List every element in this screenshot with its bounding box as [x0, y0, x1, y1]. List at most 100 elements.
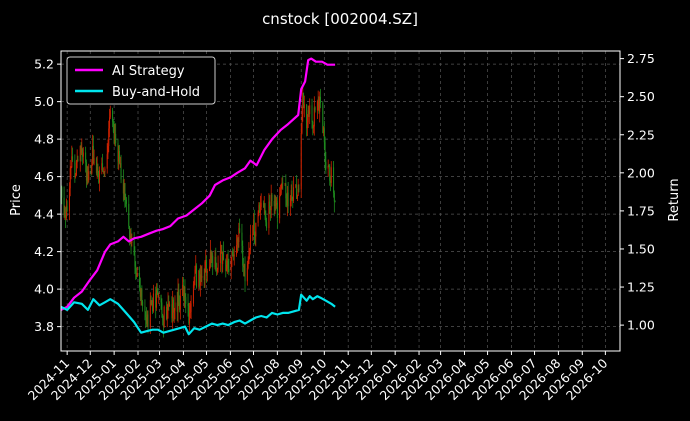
candle-body — [287, 192, 289, 207]
candle-body — [317, 98, 319, 101]
candle-body — [221, 251, 223, 264]
candle-body — [204, 261, 206, 280]
candle-body — [75, 162, 77, 176]
candle-body — [242, 245, 244, 266]
candle-body — [244, 264, 246, 282]
candle-body — [102, 163, 104, 172]
candle-body — [93, 158, 95, 164]
y-left-tick-label: 4.8 — [34, 132, 54, 147]
candle-body — [142, 301, 144, 307]
candle-body — [302, 92, 304, 115]
candle-body — [177, 289, 179, 312]
candle-body — [210, 250, 212, 261]
candle-body — [270, 194, 272, 211]
candle-body — [140, 288, 142, 297]
candle-body — [228, 268, 230, 272]
candle-body — [308, 110, 310, 115]
candle-body — [146, 314, 148, 324]
candle-body — [222, 252, 224, 261]
candle-body — [333, 192, 335, 202]
candle-body — [183, 286, 185, 298]
candle-body — [268, 201, 270, 228]
candle-body — [179, 302, 181, 310]
candle-body — [75, 175, 77, 177]
candle-body — [86, 171, 88, 181]
candle-body — [169, 304, 171, 307]
candle-body — [71, 156, 73, 168]
candle-body — [182, 284, 184, 298]
candle-body — [101, 163, 103, 171]
candle-body — [117, 143, 119, 162]
candle-body — [112, 121, 114, 132]
legend-label-ai-strategy: AI Strategy — [112, 64, 185, 79]
candle-body — [322, 102, 324, 134]
candle-body — [199, 274, 201, 286]
candle-body — [168, 303, 170, 307]
candle-body — [259, 206, 261, 213]
candle-body — [129, 226, 131, 240]
candle-body — [145, 317, 147, 324]
legend: AI Strategy Buy-and-Hold — [66, 56, 216, 105]
candle-body — [85, 152, 87, 163]
candle-body — [135, 266, 137, 273]
candle-body — [232, 254, 234, 257]
candle-body — [171, 304, 173, 319]
candle-body — [88, 171, 90, 181]
candle-body — [72, 156, 74, 161]
candle-body — [271, 194, 273, 201]
candle-body — [307, 110, 309, 123]
candle-body — [157, 290, 159, 298]
candle-body — [266, 222, 268, 228]
candle-body — [189, 311, 191, 314]
candle-body — [249, 234, 251, 251]
y-left-tick-label: 5.0 — [34, 94, 54, 109]
candle-body — [199, 270, 201, 286]
candle-body — [252, 234, 254, 236]
candle-body — [313, 107, 315, 127]
candle-body — [193, 276, 195, 285]
candle-body — [323, 127, 325, 134]
candle-body — [233, 254, 235, 257]
candle-body — [145, 311, 147, 318]
candle-body — [92, 145, 94, 165]
candle-body — [209, 266, 211, 271]
candle-body — [190, 303, 192, 312]
candle-body — [176, 302, 178, 312]
candle-body — [179, 295, 181, 310]
candle-body — [144, 306, 146, 312]
candle-body — [203, 275, 205, 280]
candle-body — [109, 110, 111, 118]
candle-body — [319, 96, 321, 103]
candle-body — [189, 313, 191, 324]
candle-body — [243, 264, 245, 268]
candle-body — [306, 104, 308, 129]
candle-body — [215, 256, 217, 271]
candle-body — [162, 318, 164, 327]
candle-body — [63, 197, 65, 215]
candle-body — [330, 167, 332, 183]
candle-body — [316, 100, 318, 111]
y-axis-left-ticks: 3.8 4.0 4.2 4.4 4.6 4.8 5.0 5.2 — [34, 57, 61, 334]
candle-body — [96, 167, 98, 174]
candle-body — [135, 272, 137, 277]
candle-body — [65, 214, 67, 218]
candle-body — [313, 126, 315, 128]
candle-body — [333, 167, 335, 193]
candle-body — [275, 204, 277, 206]
candle-body — [254, 233, 256, 237]
candle-body — [82, 148, 84, 157]
candle-body — [185, 297, 187, 304]
candle-body — [112, 110, 114, 122]
candle-body — [114, 133, 116, 143]
series-line-ai-strategy — [60, 57, 336, 311]
candle-body — [230, 257, 232, 272]
candle-body — [263, 202, 265, 208]
candle-body — [279, 193, 281, 197]
candle-body — [91, 164, 93, 174]
candle-body — [237, 238, 239, 242]
candle-body — [286, 192, 288, 206]
candle-body — [276, 202, 278, 205]
candle-body — [209, 250, 211, 267]
candle-body — [95, 158, 97, 174]
candle-body — [201, 275, 203, 278]
